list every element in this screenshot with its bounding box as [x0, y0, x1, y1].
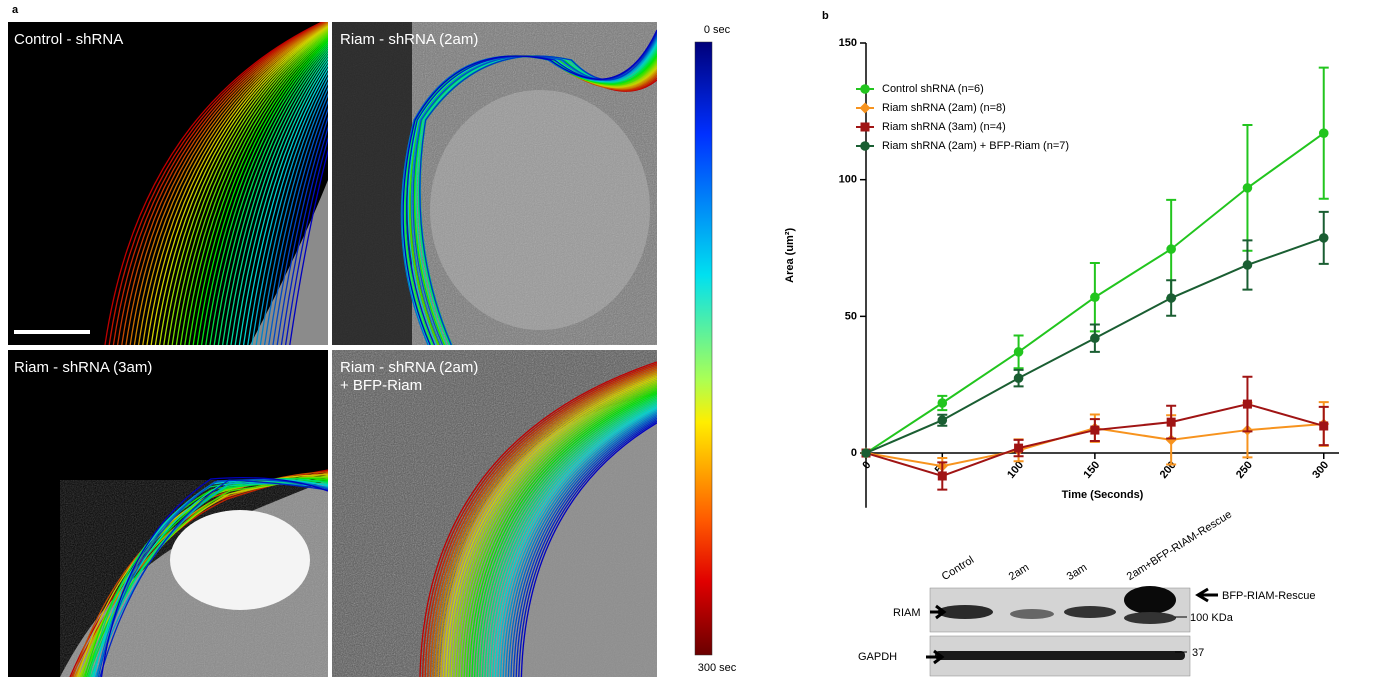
image — [332, 22, 657, 345]
marker — [1319, 233, 1329, 243]
marker — [1090, 333, 1100, 343]
y-tick-label: 100 — [839, 174, 857, 186]
lane-label: Control — [940, 554, 976, 583]
size-marker: 100 KDa — [1190, 612, 1234, 624]
colorbar-label: 300 sec — [698, 662, 737, 674]
x-tick-label: 300 — [1310, 459, 1331, 481]
legend-label: Control shRNA (n=6) — [882, 83, 984, 95]
marker — [860, 103, 871, 114]
panel-label: b — [822, 10, 829, 22]
image-title: Riam - shRNA (3am) — [14, 359, 152, 376]
colorbar — [695, 42, 712, 655]
marker — [1014, 347, 1024, 357]
x-tick-label: 200 — [1158, 459, 1179, 481]
size-marker: 37 — [1192, 647, 1204, 659]
image — [8, 22, 377, 345]
western-blot: Control 2am 3am 2am+BFP-RIAM-Rescue RIAM GAPD… — [858, 509, 1316, 676]
marker — [1243, 260, 1253, 270]
marker — [861, 123, 870, 132]
marker — [1014, 444, 1023, 453]
lane-label: 2am — [1007, 561, 1032, 583]
marker — [1090, 426, 1099, 435]
y-tick-label: 50 — [845, 310, 857, 322]
marker — [1167, 418, 1176, 427]
image-panels: Control - shRNA Riam - shRNA (2am) Riam … — [8, 22, 657, 677]
legend-label: Riam shRNA (3am) (n=4) — [882, 121, 1006, 133]
x-tick-label: 250 — [1234, 459, 1255, 481]
marker — [1090, 292, 1100, 302]
y-tick-label: 0 — [851, 447, 857, 459]
image-title: + BFP-Riam — [340, 377, 422, 394]
row-label: RIAM — [893, 607, 921, 619]
x-axis-label: Time (Seconds) — [1062, 489, 1144, 501]
legend-label: Riam shRNA (2am) + BFP-Riam (n=7) — [882, 140, 1069, 152]
panel-label: a — [12, 4, 19, 16]
line-chart: 050100150050100150200250300Time (Seconds… — [784, 37, 1339, 508]
marker — [1319, 421, 1328, 430]
image-title: Riam - shRNA (2am) — [340, 31, 478, 48]
image — [8, 350, 328, 677]
marker — [1243, 400, 1252, 409]
y-tick-label: 150 — [839, 37, 857, 49]
figure: a Control - shRNA R — [0, 0, 1376, 678]
marker — [1243, 183, 1253, 193]
rescue-label: BFP-RIAM-Rescue — [1222, 590, 1316, 602]
x-tick-label: 150 — [1081, 459, 1102, 481]
marker — [1166, 244, 1176, 254]
row-label: GAPDH — [858, 651, 897, 663]
y-axis-label: Area (um²) — [784, 228, 796, 283]
marker — [1014, 373, 1024, 383]
legend-label: Riam shRNA (2am) (n=8) — [882, 102, 1006, 114]
marker — [1166, 293, 1176, 303]
colorbar-label: 0 sec — [704, 24, 731, 36]
lane-label: 2am+BFP-RIAM-Rescue — [1125, 509, 1234, 583]
marker — [937, 398, 947, 408]
x-tick-label: 100 — [1005, 459, 1026, 481]
marker — [861, 448, 871, 458]
marker — [938, 471, 947, 480]
marker — [937, 415, 947, 425]
image — [332, 350, 657, 677]
image-title: Control - shRNA — [14, 31, 123, 48]
marker — [1319, 128, 1329, 138]
lane-label: 3am — [1065, 561, 1090, 583]
image-title: Riam - shRNA (2am) — [340, 359, 478, 376]
marker — [860, 141, 870, 151]
x-tick-label: 0 — [860, 459, 873, 471]
marker — [860, 84, 870, 94]
